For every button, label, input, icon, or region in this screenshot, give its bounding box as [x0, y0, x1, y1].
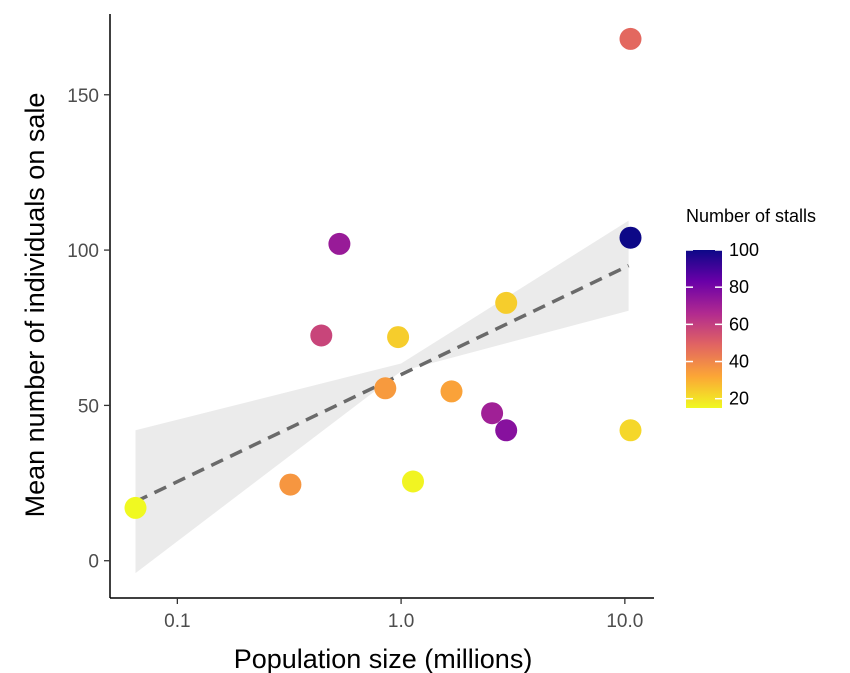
data-points-layer	[124, 27, 642, 519]
y-ticks: 0 50 100 150	[67, 86, 110, 573]
y-tick-label: 150	[67, 86, 99, 107]
x-tick-label: 0.1	[164, 611, 190, 632]
legend-tick-label: 20	[729, 389, 749, 409]
data-point-7	[402, 470, 424, 493]
data-point-14	[619, 419, 642, 442]
data-point-1	[124, 496, 147, 519]
x-tick-label: 10.0	[606, 611, 643, 632]
legend-colorbar	[686, 250, 722, 408]
y-axis-title: Mean number of individuals on sale	[20, 93, 50, 518]
x-ticks: 0.1 1.0 10.0	[164, 598, 643, 632]
data-point-5	[374, 377, 397, 400]
x-tick-label: 1.0	[388, 611, 414, 632]
data-point-9	[481, 402, 504, 425]
legend-tick-label: 80	[729, 277, 749, 297]
data-point-12	[619, 27, 642, 50]
y-tick-label: 50	[78, 396, 99, 417]
data-point-10	[495, 419, 518, 442]
data-point-4	[328, 232, 351, 255]
legend-tick-label: 40	[729, 352, 749, 372]
legend-title: Number of stalls	[686, 206, 816, 226]
x-axis-title: Population size (millions)	[234, 644, 533, 673]
y-tick-label: 0	[88, 552, 99, 573]
legend-ticks: 20 40 60 80 100	[686, 240, 759, 409]
data-point-6	[387, 326, 410, 349]
legend-tick-label: 100	[729, 240, 759, 260]
legend-tick-label: 60	[729, 314, 749, 334]
data-point-8	[440, 380, 463, 403]
y-tick-label: 100	[67, 241, 99, 262]
axes-layer	[109, 14, 654, 599]
data-point-13	[619, 226, 642, 249]
data-point-2	[279, 473, 302, 496]
data-point-3	[310, 324, 333, 347]
data-point-11	[495, 291, 518, 314]
color-legend: Number of stalls 20 40 60 80 100	[686, 206, 816, 409]
